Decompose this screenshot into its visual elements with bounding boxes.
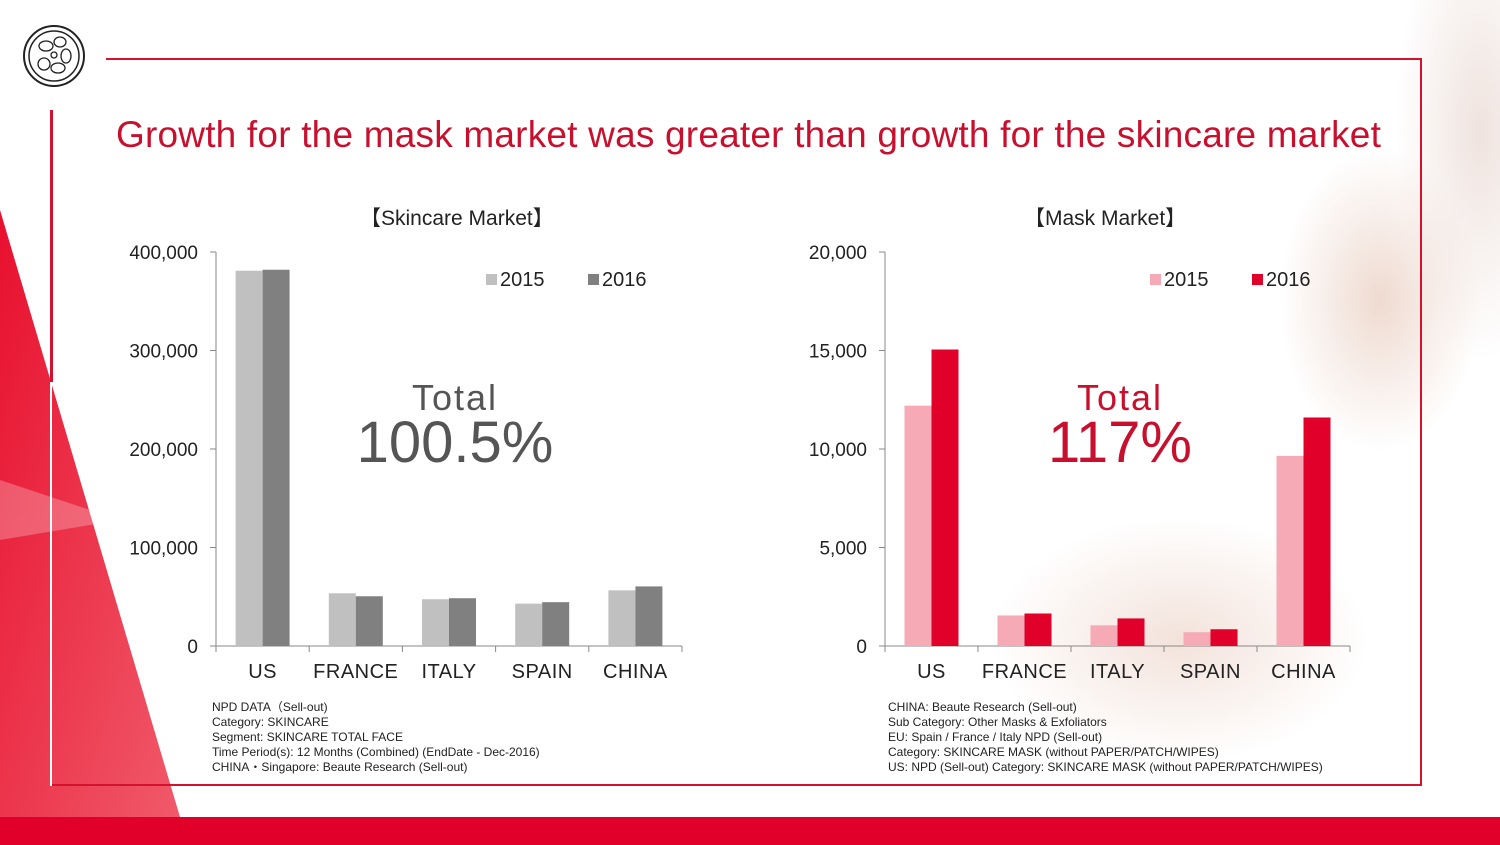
note-line: Category: SKINCARE bbox=[212, 715, 329, 729]
legend-swatch bbox=[588, 274, 599, 285]
bar-italy-2015 bbox=[1090, 625, 1118, 646]
y-tick-label: 0 bbox=[187, 637, 198, 658]
bar-italy-2016 bbox=[449, 598, 476, 646]
total-growth-value: 117% bbox=[1048, 410, 1192, 475]
legend-label: 2016 bbox=[602, 269, 647, 291]
model-face-background bbox=[980, 0, 1500, 845]
legend-swatch bbox=[486, 274, 497, 285]
x-category-label: US bbox=[917, 661, 946, 683]
bar-spain-2016 bbox=[542, 602, 570, 646]
total-label: Total bbox=[412, 377, 498, 418]
skincare-notes: NPD DATA（Sell-out) Category: SKINCARE Se… bbox=[212, 700, 540, 775]
bar-china-2015 bbox=[1276, 455, 1304, 646]
bar-france-2015 bbox=[328, 593, 356, 646]
bar-france-2015 bbox=[997, 615, 1025, 646]
frame-bottom-line bbox=[50, 784, 1422, 786]
bar-china-2016 bbox=[1303, 417, 1331, 646]
bar-spain-2015 bbox=[1183, 632, 1211, 646]
x-category-label: SPAIN bbox=[512, 661, 573, 683]
mask-market-chart: 0 5,000 10,000 15,000 20,000 US FRANCE ITALY SPA… bbox=[809, 243, 1351, 683]
note-line: CHINA: Beaute Research (Sell-out) bbox=[888, 700, 1077, 714]
bar-us-2016 bbox=[931, 349, 959, 646]
bottom-brand-bar bbox=[0, 817, 1500, 845]
legend-label: 2015 bbox=[1164, 269, 1209, 291]
legend-swatch bbox=[1252, 274, 1263, 285]
bar-us-2016 bbox=[262, 269, 290, 646]
y-tick-label: 400,000 bbox=[129, 243, 198, 264]
x-category-label: ITALY bbox=[421, 661, 476, 683]
legend-swatch bbox=[1150, 274, 1161, 285]
frame-left-line bbox=[50, 110, 53, 382]
note-line: NPD DATA（Sell-out) bbox=[212, 700, 328, 714]
x-category-label: CHINA bbox=[603, 661, 668, 683]
y-tick-label: 15,000 bbox=[809, 342, 867, 363]
bar-spain-2016 bbox=[1210, 629, 1238, 646]
bar-italy-2016 bbox=[1117, 618, 1145, 646]
note-line: Segment: SKINCARE TOTAL FACE bbox=[212, 730, 403, 744]
frame-left-line-white bbox=[50, 382, 52, 786]
total-growth-value: 100.5% bbox=[357, 410, 554, 475]
red-triangle-decoration bbox=[0, 210, 180, 817]
y-tick-label: 10,000 bbox=[809, 440, 867, 461]
y-tick-label: 20,000 bbox=[809, 243, 867, 264]
y-tick-label: 5,000 bbox=[819, 539, 867, 560]
y-tick-label: 200,000 bbox=[129, 440, 198, 461]
note-line: EU: Spain / France / Italy NPD (Sell-out… bbox=[888, 730, 1103, 744]
y-tick-label: 300,000 bbox=[129, 342, 198, 363]
skincare-chart-title: 【Skincare Market】 bbox=[360, 207, 554, 230]
bar-italy-2015 bbox=[422, 599, 449, 646]
total-label: Total bbox=[1077, 377, 1163, 418]
bar-us-2015 bbox=[235, 270, 263, 646]
skincare-market-chart: 0 100,000 200,000 300,000 400,000 US FRANCE ITA… bbox=[129, 243, 683, 683]
x-category-label: SPAIN bbox=[1180, 661, 1241, 683]
y-tick-label: 100,000 bbox=[129, 539, 198, 560]
note-line: Sub Category: Other Masks & Exfoliators bbox=[888, 715, 1107, 729]
bar-france-2016 bbox=[355, 596, 383, 646]
x-category-label: US bbox=[248, 661, 277, 683]
x-category-label: FRANCE bbox=[982, 661, 1067, 683]
bar-china-2015 bbox=[608, 590, 636, 646]
note-line: CHINA・Singapore: Beaute Research (Sell-o… bbox=[212, 760, 468, 774]
frame-right-line bbox=[1420, 58, 1422, 786]
bar-spain-2015 bbox=[515, 603, 543, 646]
bar-china-2016 bbox=[635, 586, 663, 646]
page-title: Growth for the mask market was greater t… bbox=[116, 114, 1382, 155]
x-category-label: ITALY bbox=[1090, 661, 1145, 683]
note-line: US: NPD (Sell-out) Category: SKINCARE MA… bbox=[888, 760, 1323, 774]
y-tick-label: 0 bbox=[856, 637, 867, 658]
bar-us-2015 bbox=[904, 405, 932, 646]
legend-label: 2016 bbox=[1266, 269, 1311, 291]
legend-label: 2015 bbox=[500, 269, 545, 291]
shiseido-camellia-logo-icon bbox=[23, 25, 85, 87]
frame-top-line bbox=[106, 58, 1422, 60]
bar-france-2016 bbox=[1024, 613, 1052, 646]
note-line: Time Period(s): 12 Months (Combined) (En… bbox=[212, 745, 540, 759]
x-category-label: CHINA bbox=[1271, 661, 1336, 683]
mask-chart-title: 【Mask Market】 bbox=[1024, 207, 1187, 230]
note-line: Category: SKINCARE MASK (without PAPER/P… bbox=[888, 745, 1219, 759]
x-category-label: FRANCE bbox=[313, 661, 398, 683]
mask-notes: CHINA: Beaute Research (Sell-out) Sub Ca… bbox=[888, 700, 1323, 775]
